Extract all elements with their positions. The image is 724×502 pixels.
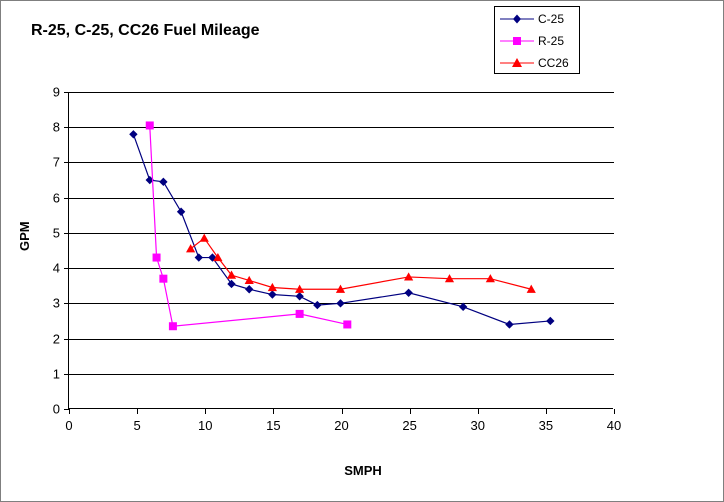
x-tick — [614, 409, 615, 414]
y-tick-label: 9 — [52, 84, 60, 100]
square-icon — [500, 33, 534, 49]
x-tick-label: 10 — [198, 418, 213, 433]
y-tick — [64, 268, 69, 270]
x-tick — [273, 409, 275, 414]
y-tick-label: 5 — [52, 225, 60, 241]
legend-entry-r25: R-25 — [495, 30, 579, 52]
x-tick-label: 40 — [606, 418, 622, 433]
gridline — [69, 373, 614, 375]
legend-label-r25: R-25 — [538, 34, 565, 48]
diamond-icon — [500, 11, 534, 27]
y-tick-label: 0 — [52, 401, 60, 417]
chart-title: R-25, C-25, CC26 Fuel Mileage — [31, 22, 260, 39]
x-tick-label: 20 — [334, 418, 349, 433]
x-tick-label: 5 — [133, 418, 141, 433]
legend-entry-c25: C-25 — [495, 8, 579, 30]
legend-label-c25: C-25 — [538, 12, 565, 26]
x-tick — [545, 409, 547, 414]
gridline — [69, 127, 614, 129]
x-tick — [69, 409, 70, 414]
y-tick — [64, 92, 69, 93]
y-axis-title: GPM — [17, 221, 32, 251]
triangle-icon — [500, 55, 534, 71]
y-tick — [64, 409, 69, 410]
gridline — [69, 232, 614, 234]
x-tick-label: 30 — [470, 418, 485, 433]
gridline — [69, 162, 614, 164]
y-tick-label: 2 — [52, 331, 60, 347]
x-tick-label: 35 — [538, 418, 554, 433]
gridline — [69, 303, 614, 305]
y-tick-label: 8 — [52, 119, 60, 135]
y-tick — [64, 232, 69, 234]
legend-entry-cc26: CC26 — [495, 52, 579, 74]
y-tick — [64, 303, 69, 305]
x-tick-label: 25 — [402, 418, 417, 433]
chart-legend: C-25 R-25 CC26 — [494, 6, 580, 74]
gridline — [69, 338, 614, 340]
y-tick-label: 6 — [52, 190, 60, 206]
x-tick — [137, 409, 139, 414]
y-tick-label: 4 — [52, 260, 60, 276]
legend-label-cc26: CC26 — [538, 56, 569, 70]
y-tick-label: 1 — [52, 366, 60, 382]
gridline — [69, 92, 614, 93]
gridline — [69, 197, 614, 199]
gridline — [69, 268, 614, 270]
x-tick-label: 15 — [266, 418, 281, 433]
y-tick — [64, 197, 69, 199]
y-tick-label: 7 — [52, 154, 60, 170]
x-tick-label: 0 — [65, 418, 73, 433]
x-tick — [341, 409, 343, 414]
y-tick-label: 3 — [52, 295, 60, 311]
x-tick — [205, 409, 207, 414]
y-tick — [64, 162, 69, 164]
plot-area: 0 1 2 3 4 5 6 7 8 9 0 5 10 15 20 25 30 35 40 — [53, 85, 621, 434]
x-tick — [477, 409, 479, 414]
y-tick — [64, 338, 69, 340]
x-tick — [409, 409, 411, 414]
y-tick — [64, 127, 69, 129]
y-tick — [64, 373, 69, 375]
x-axis-title: SMPH — [344, 463, 382, 478]
